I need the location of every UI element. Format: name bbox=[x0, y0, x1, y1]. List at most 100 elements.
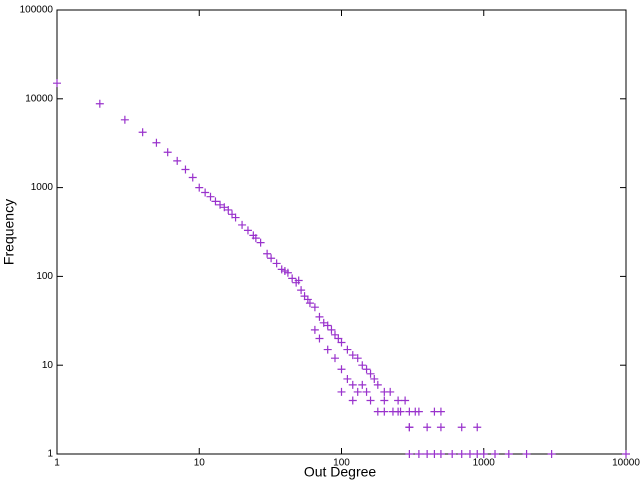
point bbox=[401, 396, 410, 405]
point bbox=[343, 374, 352, 383]
point bbox=[337, 365, 346, 374]
point bbox=[337, 387, 346, 396]
point bbox=[272, 259, 281, 268]
point bbox=[181, 165, 190, 174]
point bbox=[436, 423, 445, 432]
point bbox=[405, 450, 414, 458]
point bbox=[201, 188, 210, 197]
point bbox=[362, 387, 371, 396]
point bbox=[436, 407, 445, 416]
x-tick-label: 10000 bbox=[612, 458, 640, 469]
point bbox=[305, 299, 314, 308]
point bbox=[465, 450, 474, 458]
y-tick-label: 10 bbox=[42, 360, 54, 371]
point bbox=[173, 156, 182, 165]
y-tick-label: 100000 bbox=[20, 5, 54, 16]
point bbox=[423, 450, 432, 458]
point bbox=[251, 234, 260, 243]
point bbox=[152, 138, 161, 147]
point bbox=[457, 450, 466, 458]
point bbox=[362, 365, 371, 374]
point bbox=[380, 396, 389, 405]
point bbox=[330, 354, 339, 363]
point bbox=[343, 345, 352, 354]
point bbox=[224, 205, 233, 214]
point bbox=[294, 276, 303, 285]
point bbox=[337, 338, 346, 347]
point bbox=[211, 197, 220, 206]
point bbox=[267, 254, 276, 263]
point bbox=[256, 238, 265, 247]
point bbox=[448, 450, 457, 458]
point bbox=[206, 192, 215, 201]
plot-frame bbox=[56, 9, 627, 455]
point bbox=[414, 450, 423, 458]
point bbox=[95, 99, 104, 108]
point bbox=[310, 303, 319, 312]
point bbox=[373, 407, 382, 416]
point bbox=[315, 334, 324, 343]
point bbox=[348, 396, 357, 405]
point bbox=[457, 423, 466, 432]
point bbox=[283, 268, 292, 277]
point bbox=[330, 330, 339, 339]
point bbox=[238, 220, 247, 229]
point bbox=[334, 334, 343, 343]
point bbox=[353, 387, 362, 396]
point bbox=[353, 354, 362, 363]
point bbox=[358, 361, 367, 370]
point bbox=[366, 396, 375, 405]
point bbox=[348, 351, 357, 360]
point bbox=[231, 213, 240, 222]
point bbox=[263, 249, 272, 258]
point bbox=[243, 226, 252, 235]
point bbox=[216, 200, 225, 209]
point bbox=[288, 274, 297, 283]
point bbox=[358, 380, 367, 389]
point bbox=[394, 396, 403, 405]
point bbox=[300, 292, 309, 301]
x-tick-label: 100 bbox=[333, 458, 350, 469]
point bbox=[120, 115, 129, 124]
point bbox=[315, 312, 324, 321]
point bbox=[138, 128, 147, 137]
y-axis-title: Frequency bbox=[1, 199, 17, 265]
point bbox=[547, 450, 556, 458]
point bbox=[479, 450, 488, 458]
point bbox=[195, 183, 204, 192]
point bbox=[370, 374, 379, 383]
point bbox=[323, 345, 332, 354]
point bbox=[622, 450, 630, 458]
point bbox=[310, 325, 319, 334]
point bbox=[373, 380, 382, 389]
point bbox=[323, 321, 332, 330]
point bbox=[53, 79, 61, 88]
y-tick-label: 1000 bbox=[31, 182, 54, 193]
y-tick-label: 100 bbox=[36, 271, 53, 282]
y-tick-label: 10000 bbox=[25, 93, 53, 104]
point bbox=[327, 325, 336, 334]
point bbox=[522, 450, 531, 458]
point bbox=[188, 173, 197, 182]
point bbox=[411, 407, 420, 416]
point bbox=[423, 423, 432, 432]
point bbox=[348, 380, 357, 389]
x-axis-title: Out Degree bbox=[304, 464, 377, 480]
x-tick-label: 1000 bbox=[473, 458, 496, 469]
point bbox=[163, 148, 172, 157]
point bbox=[297, 286, 306, 295]
point bbox=[388, 407, 397, 416]
point bbox=[386, 387, 395, 396]
point bbox=[366, 369, 375, 378]
y-tick-label: 1 bbox=[47, 449, 53, 460]
point bbox=[473, 423, 482, 432]
point bbox=[504, 450, 513, 458]
point bbox=[491, 450, 500, 458]
point bbox=[396, 407, 405, 416]
point bbox=[436, 450, 445, 458]
point bbox=[405, 423, 414, 432]
x-tick-label: 10 bbox=[194, 458, 206, 469]
x-tick-label: 1 bbox=[54, 458, 60, 469]
